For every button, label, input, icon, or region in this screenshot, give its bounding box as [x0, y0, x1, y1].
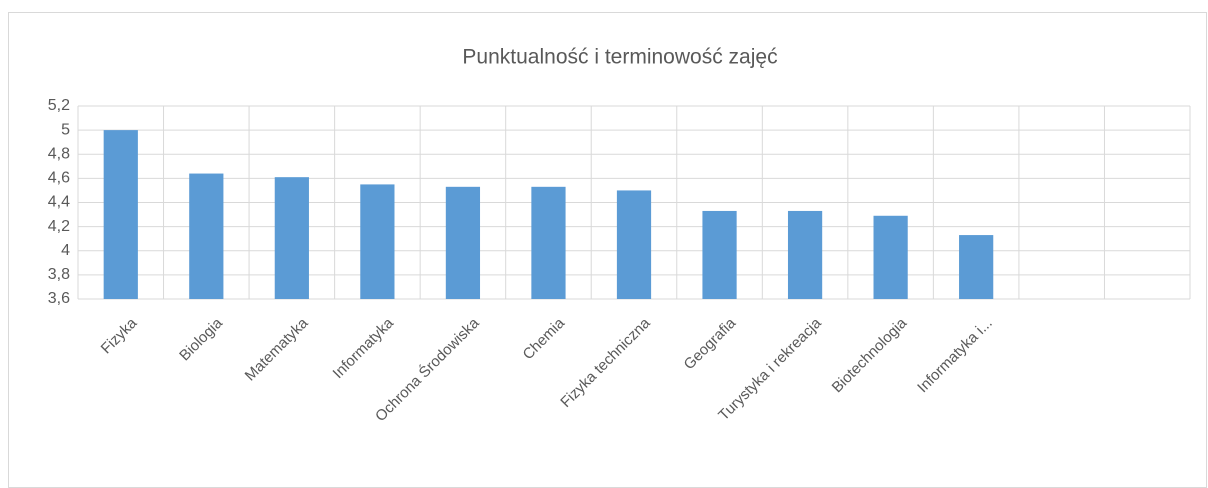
- chart-frame: [8, 12, 1207, 488]
- y-tick-label: 3,6: [48, 290, 70, 307]
- bar: [873, 215, 908, 299]
- bar: [189, 173, 224, 299]
- bar: [959, 235, 994, 299]
- chart-title: Punktualność i terminowość zajęć: [462, 46, 777, 69]
- bar: [445, 186, 481, 299]
- y-tick-label: 5,2: [48, 97, 70, 114]
- y-tick-label: 4,2: [48, 218, 70, 235]
- bar: [274, 177, 309, 299]
- bar: [103, 130, 138, 299]
- y-tick-label: 5: [61, 121, 70, 138]
- bar: [616, 190, 652, 299]
- bar: [702, 210, 737, 299]
- y-tick-label: 4,8: [48, 145, 70, 162]
- y-tick-label: 4,6: [48, 170, 70, 187]
- bar: [360, 184, 395, 299]
- y-tick-label: 4,4: [48, 194, 70, 211]
- bar: [787, 210, 823, 299]
- bar: [531, 186, 566, 299]
- y-tick-label: 4: [61, 242, 70, 259]
- y-tick-label: 3,8: [48, 266, 70, 283]
